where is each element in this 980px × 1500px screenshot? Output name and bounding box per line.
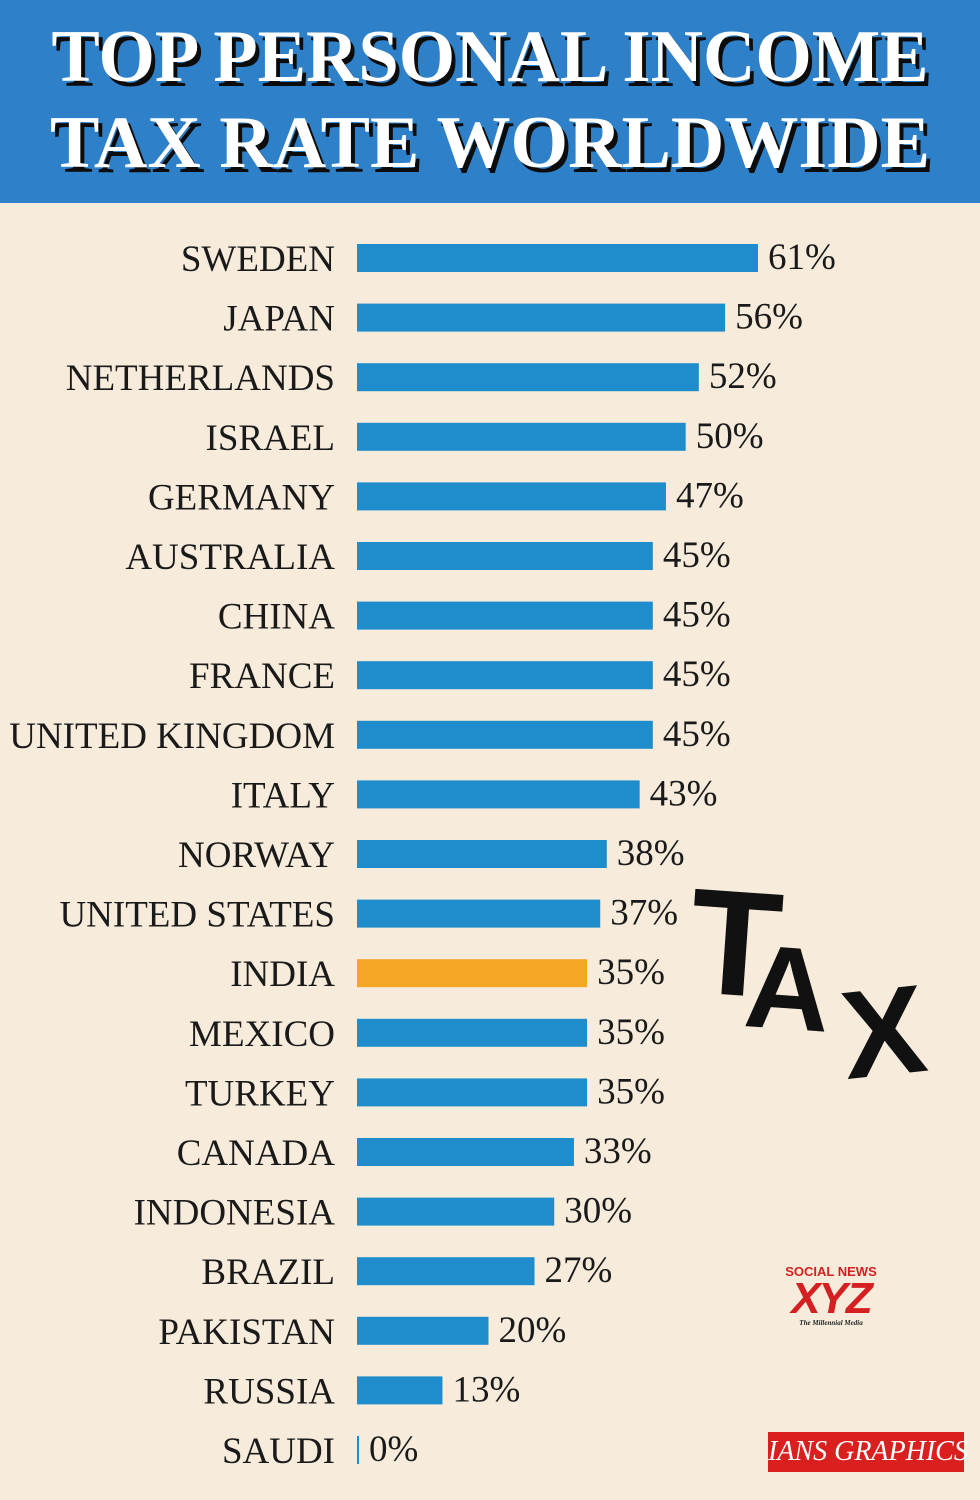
value-label: 52% bbox=[709, 356, 777, 397]
value-label: 45% bbox=[663, 595, 731, 636]
bar bbox=[357, 1078, 588, 1107]
bar bbox=[357, 1018, 588, 1047]
bar bbox=[357, 1197, 555, 1226]
country-label: FRANCE bbox=[189, 656, 335, 697]
country-label: MEXICO bbox=[189, 1014, 335, 1055]
value-label: 61% bbox=[768, 237, 836, 278]
country-label: NETHERLANDS bbox=[66, 358, 335, 399]
country-label: ITALY bbox=[231, 775, 335, 816]
value-label: 35% bbox=[597, 1071, 665, 1112]
value-label: 37% bbox=[610, 893, 678, 934]
bar bbox=[357, 1436, 359, 1464]
country-label: BRAZIL bbox=[201, 1252, 335, 1293]
bar bbox=[357, 899, 601, 928]
country-label: CHINA bbox=[218, 597, 335, 638]
value-label: 43% bbox=[650, 773, 718, 814]
bar bbox=[357, 661, 653, 690]
country-label: SWEDEN bbox=[181, 239, 335, 280]
value-label: 45% bbox=[663, 654, 731, 695]
tax-letter-a: A bbox=[740, 920, 835, 1058]
country-label: TURKEY bbox=[185, 1073, 335, 1114]
bar bbox=[357, 363, 699, 392]
bar bbox=[357, 244, 758, 272]
bar bbox=[357, 601, 653, 630]
value-label: 35% bbox=[597, 952, 665, 993]
bar bbox=[357, 1316, 489, 1345]
value-label: 47% bbox=[676, 475, 744, 516]
bar bbox=[357, 1376, 443, 1405]
value-label: 45% bbox=[663, 535, 731, 576]
country-label: NORWAY bbox=[178, 835, 335, 876]
country-label: ISRAEL bbox=[206, 418, 336, 459]
value-label: 56% bbox=[735, 297, 803, 338]
watermark-main: XYZ bbox=[791, 1274, 873, 1323]
bar bbox=[357, 780, 640, 809]
value-label: 27% bbox=[544, 1250, 612, 1291]
header-banner: TOP PERSONAL INCOME TAX RATE WORLDWIDE bbox=[0, 0, 980, 203]
bar bbox=[357, 303, 726, 332]
country-label: UNITED KINGDOM bbox=[9, 716, 335, 757]
country-label: CANADA bbox=[177, 1133, 336, 1174]
value-label: 45% bbox=[663, 714, 731, 755]
value-label: 30% bbox=[564, 1191, 632, 1232]
bar bbox=[357, 1138, 574, 1166]
title-line-2: TAX RATE WORLDWIDE bbox=[50, 102, 930, 184]
tax-letter-x: X bbox=[834, 959, 933, 1106]
country-label: PAKISTAN bbox=[158, 1312, 335, 1353]
value-label: 0% bbox=[369, 1429, 418, 1470]
country-label: AUSTRALIA bbox=[125, 537, 335, 578]
bar bbox=[357, 840, 607, 868]
title-line-1: TOP PERSONAL INCOME bbox=[51, 16, 929, 98]
country-label: JAPAN bbox=[223, 299, 335, 340]
watermark-sub: The Millennial Media bbox=[799, 1319, 863, 1327]
bar bbox=[357, 422, 686, 451]
value-label: 20% bbox=[498, 1310, 566, 1351]
bar bbox=[357, 1257, 535, 1286]
country-label: UNITED STATES bbox=[59, 895, 335, 936]
credit-badge: IANS GRAPHICS bbox=[768, 1432, 968, 1472]
bar bbox=[357, 720, 653, 749]
country-label: SAUDI bbox=[222, 1431, 335, 1472]
country-label: RUSSIA bbox=[203, 1371, 335, 1412]
country-label: INDIA bbox=[230, 954, 335, 995]
country-label: GERMANY bbox=[148, 477, 335, 518]
bar bbox=[357, 542, 653, 570]
bar bbox=[357, 482, 666, 511]
value-label: 33% bbox=[584, 1131, 652, 1172]
bar-highlight bbox=[357, 959, 588, 988]
value-label: 13% bbox=[452, 1369, 520, 1410]
value-label: 35% bbox=[597, 1012, 665, 1053]
watermark-top: SOCIAL NEWS bbox=[785, 1264, 877, 1279]
value-label: 38% bbox=[617, 833, 685, 874]
value-label: 50% bbox=[696, 416, 764, 457]
watermark-logo: SOCIAL NEWS XYZ The Millennial Media bbox=[776, 1264, 886, 1328]
country-label: INDONESIA bbox=[134, 1193, 336, 1234]
